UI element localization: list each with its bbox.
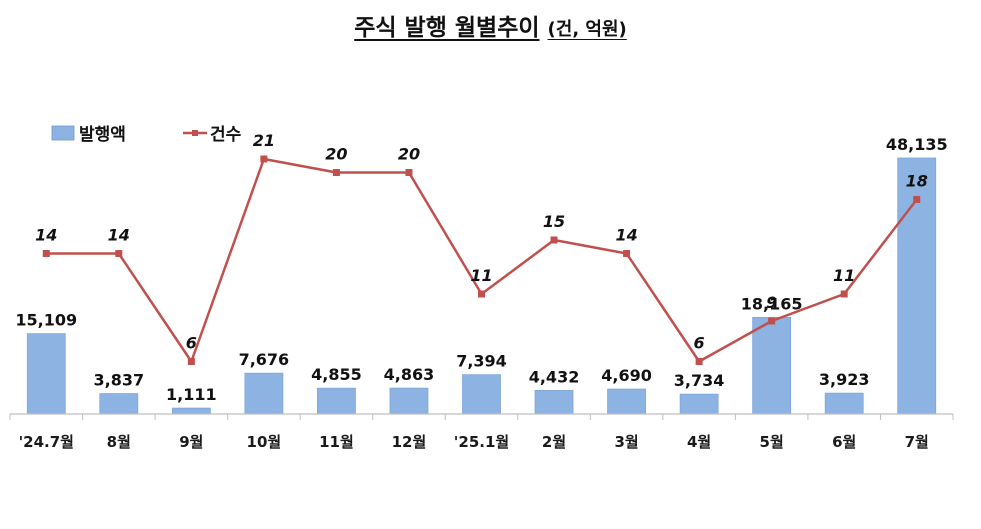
category-label: 6월 (832, 433, 856, 451)
bar-value-label: 4,863 (384, 365, 435, 384)
line-value-label: 21 (253, 131, 275, 150)
bar (99, 393, 139, 415)
chart-title-text: 주식 발행 월별추이 (354, 15, 540, 41)
line-point (695, 358, 703, 365)
line-value-label: 6 (694, 334, 705, 353)
bar (534, 390, 574, 415)
bar-value-label: 15,109 (15, 311, 77, 330)
category-label: 3월 (614, 433, 638, 451)
category-label: 12월 (392, 433, 427, 451)
line-point (260, 155, 268, 163)
line-point (840, 290, 848, 298)
line-value-label: 14 (35, 226, 57, 245)
chart-title: 주식 발행 월별추이 (건, 억원) (0, 8, 981, 42)
line-value-label: 20 (325, 145, 347, 164)
line-series: 14 14 6 21 20 20 11 15 14 6 9 11 18 (35, 131, 928, 365)
line-point (187, 358, 195, 365)
legend-line-label: 건수 (210, 125, 242, 145)
category-labels: '24.7월 8월 9월 10월 11월 12월 '25.1월 2월 3월 4월 5월 6월 7월 (19, 433, 929, 451)
bar (824, 392, 864, 415)
category-label: 8월 (107, 433, 131, 451)
line-value-label: 11 (470, 266, 492, 285)
bar (607, 388, 646, 415)
bar (317, 387, 356, 415)
line-value-label: 15 (543, 212, 565, 231)
category-label: 11월 (319, 433, 354, 451)
line-point (550, 236, 558, 244)
bar (26, 333, 66, 415)
line-point (623, 250, 631, 257)
line-point (478, 290, 485, 298)
line-point (332, 169, 340, 176)
bar (171, 407, 211, 415)
chart-unit: (건, 억원) (547, 19, 627, 40)
bar-value-label: 4,855 (311, 365, 362, 384)
category-label: '25.1월 (454, 433, 509, 451)
line-point (913, 196, 921, 203)
category-label: 9월 (179, 433, 203, 451)
bar-value-label: 3,837 (94, 371, 145, 390)
legend-bar-swatch (51, 125, 75, 141)
x-axis-ticks (9, 414, 954, 420)
category-label: 5월 (760, 433, 784, 451)
line-value-label: 6 (186, 334, 197, 353)
bar (679, 393, 719, 415)
line-value-label: 14 (108, 226, 130, 245)
bar (244, 372, 284, 415)
bar-value-label: 4,432 (529, 367, 580, 386)
bar-value-label: 4,690 (601, 366, 652, 385)
category-label: 4월 (687, 433, 711, 451)
category-label: '24.7월 (19, 433, 74, 451)
bar-value-label: 3,734 (674, 371, 725, 390)
line-value-label: 9 (766, 293, 777, 312)
category-label: 10월 (247, 433, 282, 451)
line-value-label: 14 (615, 226, 637, 245)
line-value-label: 11 (833, 266, 855, 285)
line-point (42, 250, 50, 257)
bar-value-label: 7,394 (456, 352, 507, 371)
line-point (768, 317, 776, 325)
bar (462, 374, 501, 415)
legend-line-marker (192, 130, 198, 136)
line-point (115, 250, 123, 257)
bar-value-label: 7,676 (239, 350, 290, 369)
line-value-label: 18 (906, 172, 928, 191)
category-label: 2월 (542, 433, 566, 451)
line-point (405, 169, 413, 176)
category-label: 7월 (905, 433, 929, 451)
bar (752, 316, 792, 415)
bar-value-label: 18,165 (741, 294, 803, 313)
legend: 발행액 건수 (51, 125, 242, 145)
bar-value-label: 3,923 (819, 370, 870, 389)
bar-value-label: 1,111 (166, 385, 217, 404)
bar (389, 387, 429, 415)
bar-value-label: 48,135 (886, 135, 948, 154)
legend-bar-label: 발행액 (79, 125, 126, 145)
line-value-label: 20 (398, 145, 420, 164)
